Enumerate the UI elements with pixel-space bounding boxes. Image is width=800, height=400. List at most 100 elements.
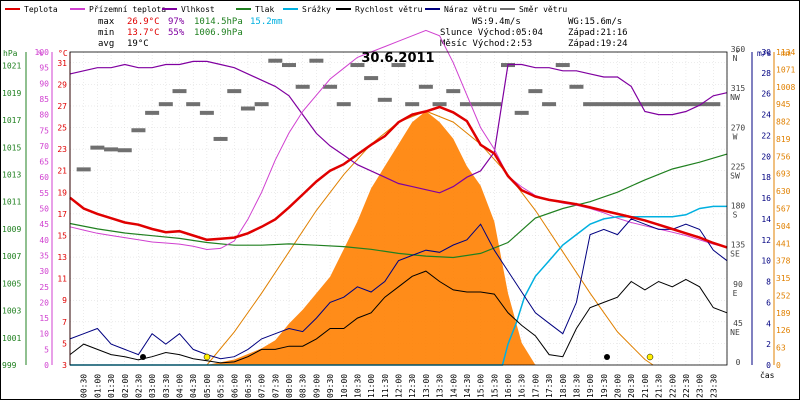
wind-direction-mark [459, 102, 474, 107]
wind-direction-mark [706, 102, 721, 107]
y-tick-dir: 135 [731, 241, 746, 250]
y-tick-hpa: 1007 [2, 252, 21, 261]
x-tick-time: 15:30 [490, 374, 499, 398]
y-tick-pct: 35 [39, 251, 49, 260]
y-tick-c: 15 [57, 231, 67, 240]
wind-direction-mark [76, 167, 91, 172]
wind-direction-mark [350, 63, 365, 68]
x-tick-time: 10:00 [340, 374, 349, 398]
y-tick-c: 19 [57, 188, 67, 197]
y-tick-ms: 2 [766, 340, 771, 349]
y-tick-mm: 252 [776, 291, 791, 300]
y-tick-pct: 15 [39, 314, 49, 323]
y-tick-ms: 28 [761, 69, 771, 78]
y-tick-c: 9 [62, 296, 67, 305]
y-tick-hpa: 1019 [2, 89, 21, 98]
pressure-line [69, 153, 728, 259]
x-tick-time: 04:00 [176, 374, 185, 398]
x-tick-time: 16:00 [504, 374, 513, 398]
x-tick-time: 07:30 [271, 374, 280, 398]
y-tick-mm: 945 [776, 100, 791, 109]
x-tick-time: 02:30 [134, 374, 143, 398]
x-tick-time: 20:00 [614, 374, 623, 398]
y-tick-pct: 25 [39, 283, 49, 292]
x-tick-time: 00:30 [80, 374, 89, 398]
x-tick-time: 09:00 [312, 374, 321, 398]
legend-label: Tlak [255, 5, 274, 14]
y-tick-hpa: 999 [2, 361, 17, 370]
x-tick-time: 14:30 [463, 374, 472, 398]
y-tick-mm: 378 [776, 257, 791, 266]
y-tick-mm: 693 [776, 170, 791, 179]
axis-unit-deg: ° [735, 49, 740, 58]
y-tick-mm: 63 [776, 344, 786, 353]
y-tick-pct: 65 [39, 158, 49, 167]
y-tick-hpa: 1003 [2, 307, 21, 316]
chart-title: 30.6.2011 [361, 51, 434, 66]
wind-direction-mark [651, 102, 666, 107]
y-tick-mm: 1008 [776, 83, 795, 92]
x-tick-time: 11:00 [367, 374, 376, 398]
y-tick-ms: 22 [761, 131, 771, 140]
stat-moonrise: Měsíc Východ:2:53 [440, 39, 532, 49]
wind-direction-mark [665, 102, 680, 107]
x-tick-time: 06:30 [244, 374, 253, 398]
x-tick-time: 21:00 [641, 374, 650, 398]
y-tick-hpa: 1009 [2, 225, 21, 234]
solar-max-line [206, 110, 654, 366]
x-tick-time: 06:00 [230, 374, 239, 398]
y-tick-mm: 630 [776, 187, 791, 196]
y-tick-c: 29 [57, 80, 67, 89]
y-tick-mm: 504 [776, 222, 791, 231]
axes: hPa% °C ° m/s mm9991001100310051007100910111… [2, 45, 795, 398]
sunrise-marker [203, 353, 211, 361]
y-tick-pct: 100 [35, 48, 50, 57]
wind-direction-mark [432, 102, 447, 107]
legend-label: Náraz větru [444, 5, 497, 14]
y-tick-pct: 80 [39, 111, 49, 120]
x-tick-time: 11:30 [381, 374, 390, 398]
wind-direction-mark [405, 102, 420, 107]
stat-min-humidity: 55% [168, 28, 185, 38]
wind-direction-mark [391, 63, 406, 68]
y-tick-c: 23 [57, 145, 67, 154]
y-tick-dir-compass: SE [730, 250, 740, 259]
x-tick-time: 01:00 [93, 374, 102, 398]
y-tick-mm: 0 [776, 361, 781, 370]
wind-direction-mark [268, 58, 283, 63]
wind-speed-line [69, 270, 728, 364]
wind-direction-mark [692, 102, 707, 107]
y-tick-dir: 270 [731, 123, 746, 132]
y-tick-mm: 882 [776, 118, 791, 127]
stats-block: max 26.9°C 97% 1014.5hPa 15.2mm min 13.7… [98, 17, 628, 49]
wind-direction-mark [528, 89, 543, 94]
stat-max-humidity: 97% [168, 17, 185, 27]
wind-direction-mark [186, 102, 201, 107]
axis-unit-mm: mm [781, 49, 791, 58]
wind-direction-mark [542, 102, 557, 107]
y-tick-mm: 1134 [776, 48, 795, 57]
y-tick-dir-compass: NW [730, 93, 740, 102]
y-tick-pct: 75 [39, 126, 49, 135]
y-tick-ms: 8 [766, 278, 771, 287]
wind-direction-mark [323, 84, 338, 89]
axis-unit-c: °C [58, 49, 68, 58]
x-tick-time: 19:30 [600, 374, 609, 398]
x-axis-label: čas [760, 370, 775, 380]
y-tick-ms: 30 [761, 48, 771, 57]
y-tick-pct: 95 [39, 64, 49, 73]
y-tick-c: 27 [57, 102, 67, 111]
y-tick-mm: 441 [776, 239, 791, 248]
y-tick-mm: 126 [776, 326, 791, 335]
legend-label: Přízemní teplota [89, 5, 166, 14]
wind-direction-mark [295, 84, 310, 89]
y-tick-pct: 40 [39, 236, 49, 245]
solar-radiation-area [70, 111, 727, 365]
y-tick-mm: 819 [776, 135, 791, 144]
y-tick-dir-compass: N [733, 54, 738, 63]
y-tick-pct: 30 [39, 267, 49, 276]
x-tick-time: 23:00 [696, 374, 705, 398]
wind-direction-mark [637, 102, 652, 107]
wind-gust-line [69, 218, 728, 360]
